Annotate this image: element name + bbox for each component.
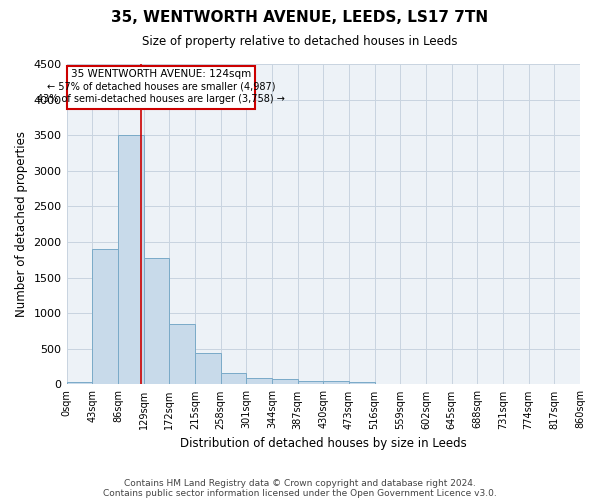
Bar bbox=[221, 373, 246, 384]
Bar bbox=[349, 382, 374, 384]
Text: Contains public sector information licensed under the Open Government Licence v3: Contains public sector information licen… bbox=[103, 488, 497, 498]
FancyBboxPatch shape bbox=[67, 66, 254, 109]
Text: 43% of semi-detached houses are larger (3,758) →: 43% of semi-detached houses are larger (… bbox=[37, 94, 285, 104]
Bar bbox=[323, 381, 349, 384]
Bar bbox=[143, 258, 169, 384]
Bar bbox=[195, 353, 221, 384]
Bar bbox=[169, 324, 195, 384]
Bar bbox=[67, 382, 92, 384]
Text: Size of property relative to detached houses in Leeds: Size of property relative to detached ho… bbox=[142, 35, 458, 48]
Bar bbox=[298, 380, 323, 384]
X-axis label: Distribution of detached houses by size in Leeds: Distribution of detached houses by size … bbox=[180, 437, 467, 450]
Bar bbox=[118, 135, 143, 384]
Text: Contains HM Land Registry data © Crown copyright and database right 2024.: Contains HM Land Registry data © Crown c… bbox=[124, 478, 476, 488]
Text: 35 WENTWORTH AVENUE: 124sqm: 35 WENTWORTH AVENUE: 124sqm bbox=[71, 69, 251, 79]
Text: 35, WENTWORTH AVENUE, LEEDS, LS17 7TN: 35, WENTWORTH AVENUE, LEEDS, LS17 7TN bbox=[112, 10, 488, 25]
Y-axis label: Number of detached properties: Number of detached properties bbox=[15, 131, 28, 317]
Bar bbox=[272, 380, 298, 384]
Text: ← 57% of detached houses are smaller (4,987): ← 57% of detached houses are smaller (4,… bbox=[47, 82, 275, 92]
Bar bbox=[92, 249, 118, 384]
Bar bbox=[246, 378, 272, 384]
